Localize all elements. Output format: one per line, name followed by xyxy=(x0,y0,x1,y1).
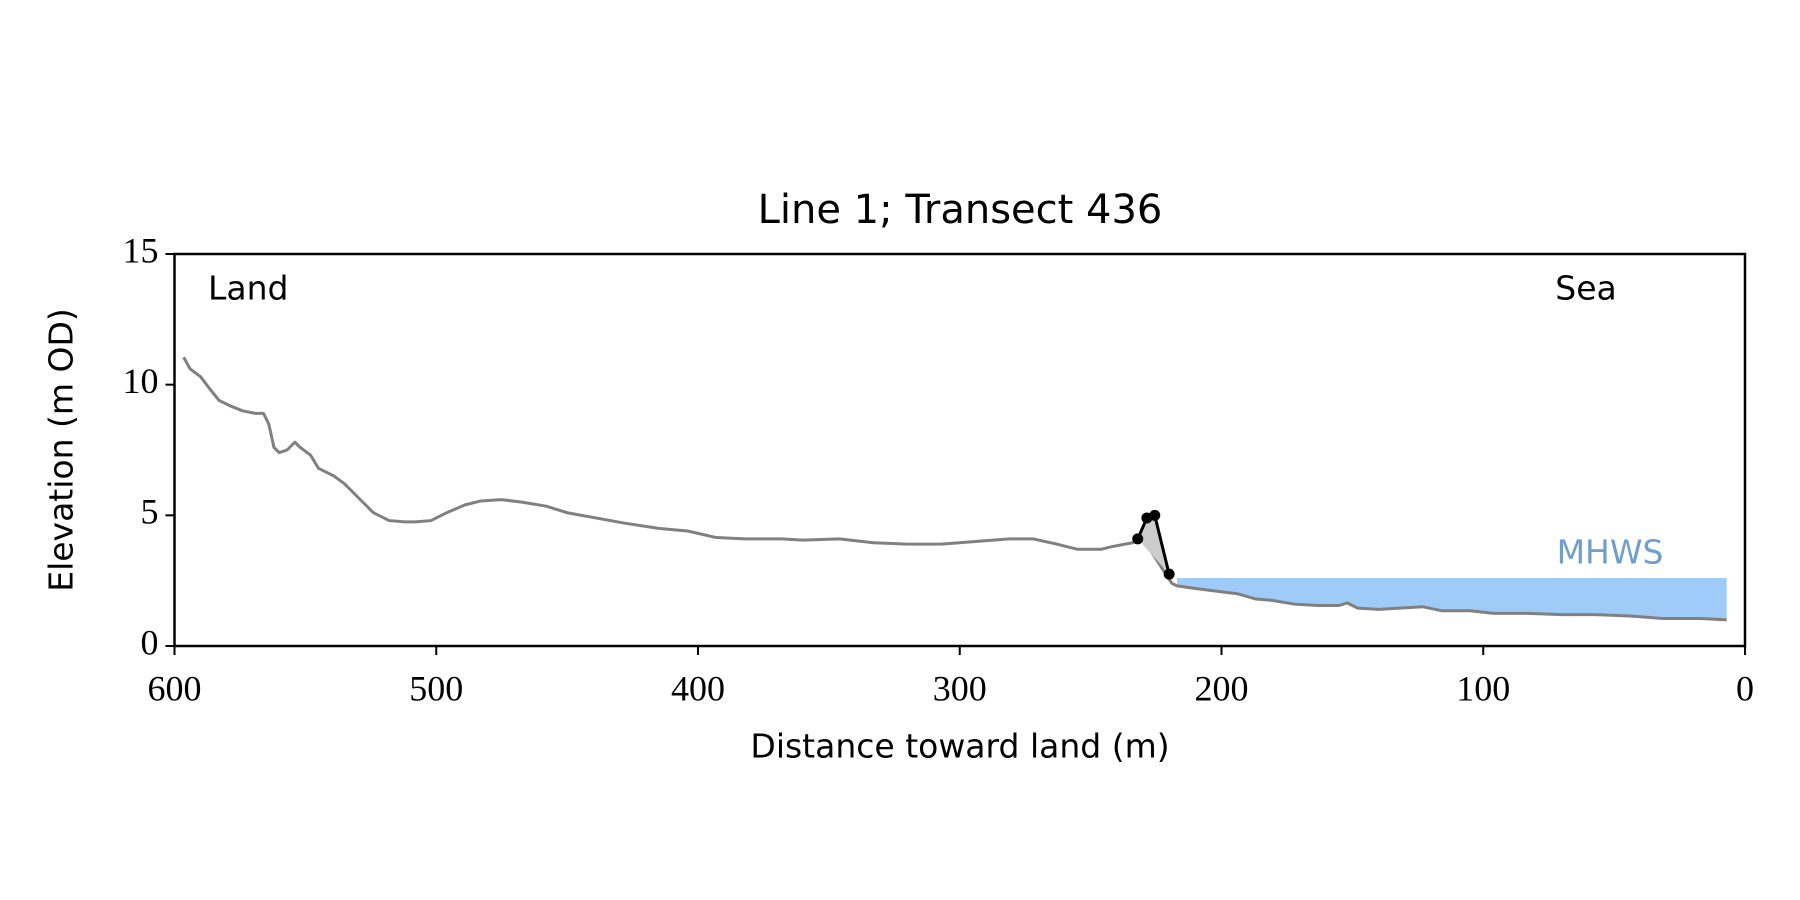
annotation: Land xyxy=(208,269,288,308)
x-tick-label: 0 xyxy=(1736,668,1754,708)
y-axis-label: Elevation (m OD) xyxy=(42,308,81,592)
y-tick-label: 10 xyxy=(123,361,159,401)
point xyxy=(1163,568,1175,580)
cliff-shading xyxy=(1137,515,1170,575)
mhws-area xyxy=(1177,578,1727,620)
chart-title: Line 1; Transect 436 xyxy=(758,187,1163,233)
x-tick-label: 500 xyxy=(409,668,463,708)
annotation: Sea xyxy=(1555,269,1616,308)
y-tick-label: 5 xyxy=(141,492,159,532)
x-tick-label: 100 xyxy=(1456,668,1510,708)
x-tick-label: 400 xyxy=(671,668,725,708)
profile-line xyxy=(182,356,1727,622)
point xyxy=(1149,509,1161,521)
x-tick-label: 300 xyxy=(933,668,987,708)
point xyxy=(1132,533,1144,545)
x-tick-label: 200 xyxy=(1195,668,1249,708)
y-tick-label: 0 xyxy=(141,622,159,662)
x-axis-label: Distance toward land (m) xyxy=(750,727,1169,766)
y-tick-label: 15 xyxy=(123,230,159,270)
mhws-label: MHWS xyxy=(1557,533,1664,572)
x-tick-label: 600 xyxy=(148,668,202,708)
